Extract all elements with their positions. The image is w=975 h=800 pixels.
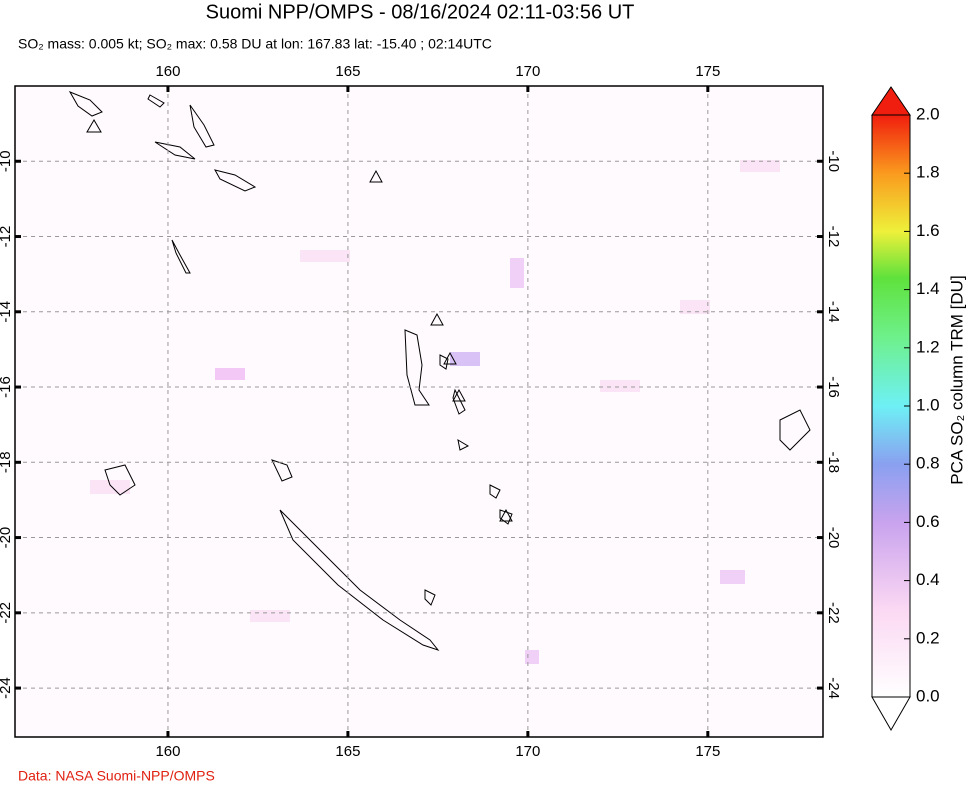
y-tick-label: -10 xyxy=(0,150,14,172)
y-tick-label: -14 xyxy=(825,301,842,323)
colorbar-tick-label: 0.4 xyxy=(916,570,940,589)
chart-subtitle: SO₂ mass: 0.005 kt; SO₂ max: 0.58 DU at … xyxy=(18,36,492,52)
y-tick-label: -12 xyxy=(825,226,842,248)
x-tick-label: 170 xyxy=(515,743,540,760)
colorbar-tick-label: 0.0 xyxy=(916,686,940,705)
map-frame xyxy=(14,85,824,738)
y-tick-label: -22 xyxy=(0,602,14,624)
y-tick-label: -10 xyxy=(825,150,842,172)
y-tick-label: -20 xyxy=(0,527,14,549)
y-tick-label: -12 xyxy=(0,226,14,248)
colorbar-max-arrow xyxy=(871,86,911,116)
x-tick-label: 170 xyxy=(515,63,540,80)
colorbar-tick-label: 0.6 xyxy=(916,512,940,531)
x-tick-label: 160 xyxy=(155,743,180,760)
y-tick-label: -18 xyxy=(825,451,842,473)
colorbar-tick-label: 1.4 xyxy=(916,279,940,298)
colorbar-label: PCA SO₂ column TRM [DU] xyxy=(947,275,966,484)
y-tick-label: -20 xyxy=(825,527,842,549)
chart-title: Suomi NPP/OMPS - 08/16/2024 02:11-03:56 … xyxy=(206,1,635,23)
colorbar-tick-label: 2.0 xyxy=(916,104,940,123)
colorbar-min-arrow xyxy=(871,696,911,732)
y-tick-label: -16 xyxy=(825,376,842,398)
y-tick-label: -24 xyxy=(0,677,14,699)
colorbar-tick-label: 0.8 xyxy=(916,454,940,473)
volcano-markers xyxy=(86,119,513,522)
y-tick-label: -22 xyxy=(825,602,842,624)
colorbar-tick-label: 1.0 xyxy=(916,395,940,414)
colorbar-tick-label: 1.2 xyxy=(916,337,940,356)
y-tick-label: -16 xyxy=(0,376,14,398)
x-tick-label: 165 xyxy=(335,63,360,80)
colorbar-tick-label: 1.6 xyxy=(916,221,940,240)
colorbar-tick-label: 1.8 xyxy=(916,163,940,182)
y-tick-label: -18 xyxy=(0,451,14,473)
map-background xyxy=(15,86,823,737)
y-tick-label: -14 xyxy=(0,301,14,323)
x-tick-label: 160 xyxy=(155,63,180,80)
y-tick-label: -24 xyxy=(825,677,842,699)
data-source: Data: NASA Suomi-NPP/OMPS xyxy=(18,768,215,784)
x-tick-label: 175 xyxy=(695,743,720,760)
x-tick-label: 165 xyxy=(335,743,360,760)
coastlines xyxy=(68,91,811,652)
colorbar-tick-label: 0.2 xyxy=(916,628,940,647)
x-tick-label: 175 xyxy=(695,63,720,80)
